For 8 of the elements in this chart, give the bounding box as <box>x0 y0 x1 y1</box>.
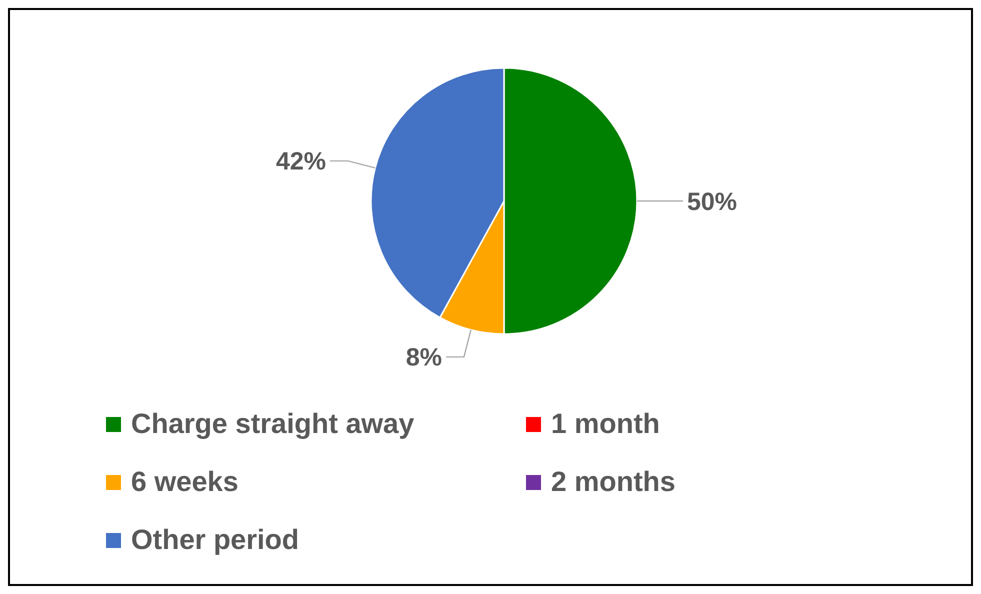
legend-label: 6 weeks <box>131 466 238 498</box>
data-label: 8% <box>406 344 442 372</box>
legend-label: Charge straight away <box>131 408 414 440</box>
legend-label: 1 month <box>551 408 660 440</box>
legend-label: 2 months <box>551 466 676 498</box>
data-label: 42% <box>276 148 326 176</box>
legend-label: Other period <box>131 524 300 556</box>
data-label: 50% <box>687 188 738 216</box>
